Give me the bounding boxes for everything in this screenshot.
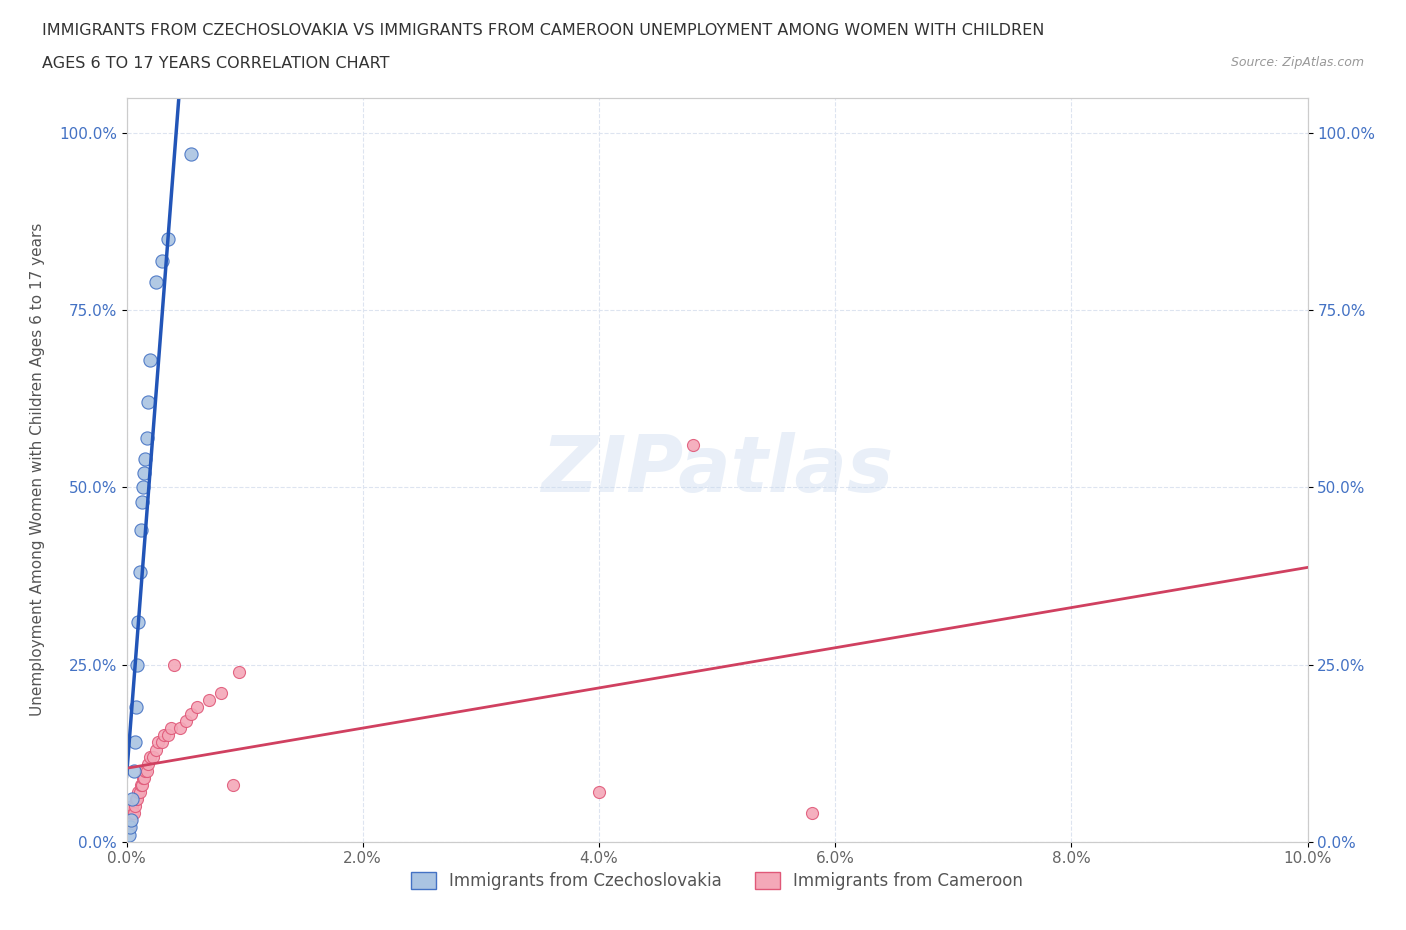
Point — [125, 699, 148, 714]
Point — [120, 820, 142, 835]
Point — [129, 777, 152, 792]
Point — [134, 764, 156, 778]
Point — [118, 827, 141, 842]
Point — [169, 721, 191, 736]
Y-axis label: Unemployment Among Women with Children Ages 6 to 17 years: Unemployment Among Women with Children A… — [30, 223, 45, 716]
Point — [132, 770, 155, 785]
Point — [134, 466, 156, 481]
Point — [132, 480, 155, 495]
Point — [128, 565, 150, 579]
Point — [209, 685, 232, 700]
Point — [160, 721, 183, 736]
Point — [131, 494, 153, 509]
Point — [121, 806, 143, 821]
Point — [127, 791, 149, 806]
Point — [156, 728, 179, 743]
Point — [800, 806, 823, 821]
Point — [131, 777, 153, 792]
Point — [124, 799, 146, 814]
Point — [153, 728, 176, 743]
Point — [120, 813, 142, 828]
Point — [139, 352, 162, 367]
Point — [124, 735, 146, 750]
Point — [222, 777, 245, 792]
Point — [125, 791, 148, 806]
Point — [145, 742, 167, 757]
Point — [228, 664, 250, 679]
Point — [121, 799, 143, 814]
Point — [150, 735, 173, 750]
Point — [145, 274, 167, 289]
Point — [198, 693, 221, 708]
Point — [134, 452, 156, 467]
Point — [174, 713, 197, 728]
Point — [588, 785, 610, 800]
Point — [682, 437, 704, 452]
Point — [139, 750, 162, 764]
Point — [141, 750, 163, 764]
Point — [127, 785, 149, 800]
Point — [136, 395, 159, 410]
Text: IMMIGRANTS FROM CZECHOSLOVAKIA VS IMMIGRANTS FROM CAMEROON UNEMPLOYMENT AMONG WO: IMMIGRANTS FROM CZECHOSLOVAKIA VS IMMIGR… — [42, 23, 1045, 38]
Point — [127, 658, 149, 672]
Point — [128, 785, 150, 800]
Point — [148, 735, 170, 750]
Point — [134, 770, 156, 785]
Point — [129, 523, 152, 538]
Point — [186, 699, 208, 714]
Point — [121, 791, 143, 806]
Text: AGES 6 TO 17 YEARS CORRELATION CHART: AGES 6 TO 17 YEARS CORRELATION CHART — [42, 56, 389, 71]
Point — [135, 764, 157, 778]
Point — [118, 820, 141, 835]
Legend: Immigrants from Czechoslovakia, Immigrants from Cameroon: Immigrants from Czechoslovakia, Immigran… — [404, 865, 1031, 897]
Point — [156, 232, 179, 246]
Point — [136, 756, 159, 771]
Point — [135, 431, 157, 445]
Text: ZIPatlas: ZIPatlas — [541, 432, 893, 508]
Point — [122, 806, 145, 821]
Point — [122, 764, 145, 778]
Point — [127, 615, 149, 630]
Point — [180, 707, 202, 722]
Point — [120, 813, 142, 828]
Point — [120, 813, 142, 828]
Point — [163, 658, 186, 672]
Text: Source: ZipAtlas.com: Source: ZipAtlas.com — [1230, 56, 1364, 69]
Point — [150, 253, 173, 268]
Point — [180, 147, 202, 162]
